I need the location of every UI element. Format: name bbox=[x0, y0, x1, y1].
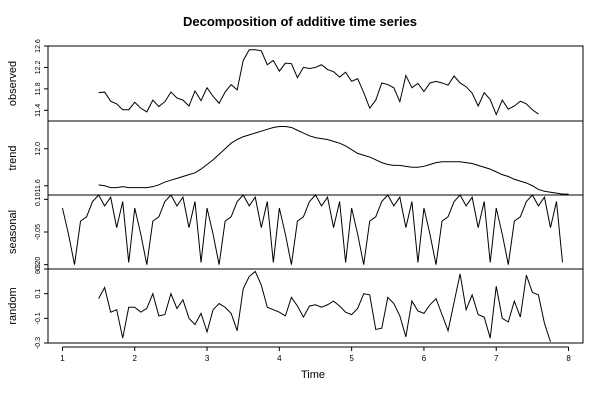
y-tick-label: 11.8 bbox=[35, 82, 42, 95]
panel-observed: 11.4 11.8 12.2 12.6 observed bbox=[7, 39, 584, 122]
x-tick-label: 7 bbox=[494, 354, 499, 363]
y-tick-label: 11.4 bbox=[35, 104, 42, 117]
y-tick-label: 0.3 bbox=[35, 264, 42, 274]
y-tick-label: -0.1 bbox=[35, 312, 42, 324]
series-line-observed bbox=[98, 49, 539, 116]
y-tick-label: 11.6 bbox=[35, 179, 42, 192]
x-tick-label: 6 bbox=[422, 354, 427, 363]
panel-frame bbox=[47, 268, 584, 344]
panel-y-label: observed bbox=[7, 61, 19, 106]
x-tick-label: 8 bbox=[566, 354, 571, 363]
y-tick-label: 12.2 bbox=[35, 61, 42, 75]
x-tick-label: 3 bbox=[205, 354, 210, 363]
y-tick-label: 12.6 bbox=[35, 39, 42, 53]
y-tick-label: 0.10 bbox=[35, 192, 42, 206]
y-tick-label: 12.0 bbox=[35, 142, 42, 156]
panel-random: -0.3 -0.1 0.1 0.3 random bbox=[7, 264, 584, 349]
y-tick-label: -0.05 bbox=[35, 224, 42, 240]
chart-panels: 11.4 11.8 12.2 12.6 observed 11.6 12.0 trend -0.… bbox=[7, 39, 584, 349]
x-tick-label: 4 bbox=[277, 354, 282, 363]
x-axis-label: Time bbox=[301, 369, 325, 381]
panel-y-label: seasonal bbox=[7, 210, 19, 254]
panel-frame bbox=[47, 120, 584, 196]
y-tick-label: 0.1 bbox=[35, 289, 42, 299]
x-axis: 1 2 3 4 5 6 7 8 bbox=[60, 346, 571, 363]
y-tick-label: -0.20 bbox=[35, 257, 42, 273]
panel-y-label: random bbox=[7, 287, 19, 324]
panel-seasonal: -0.20 -0.05 0.10 seasonal bbox=[7, 192, 584, 273]
x-tick-label: 1 bbox=[60, 354, 65, 363]
x-tick-label: 5 bbox=[349, 354, 354, 363]
chart-title: Decomposition of additive time series bbox=[183, 14, 417, 29]
series-line-seasonal bbox=[61, 194, 564, 265]
series-line-trend bbox=[98, 126, 569, 195]
series-line-random bbox=[98, 270, 551, 342]
y-tick-label: -0.3 bbox=[35, 337, 42, 349]
x-tick-label: 2 bbox=[133, 354, 138, 363]
panel-y-label: trend bbox=[7, 145, 19, 170]
panel-trend: 11.6 12.0 trend bbox=[7, 120, 584, 196]
